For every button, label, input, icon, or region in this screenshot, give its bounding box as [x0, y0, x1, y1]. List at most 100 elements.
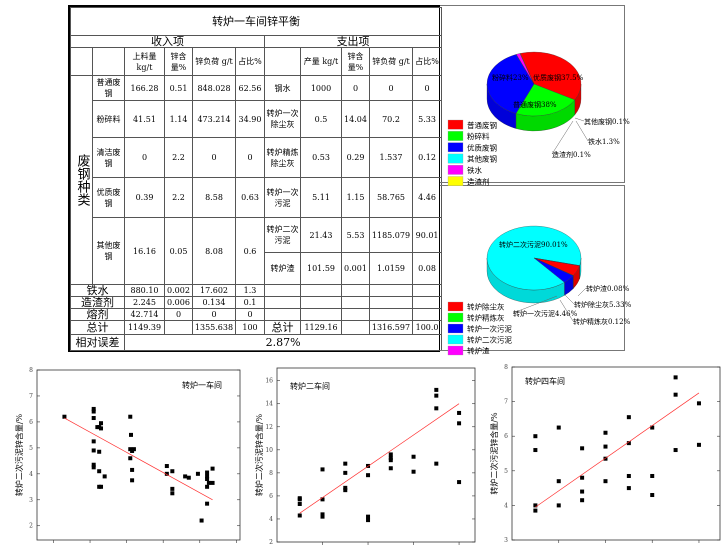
- y-tick-label: 12: [265, 424, 273, 431]
- table-row: 其他废钢 16.16 0.05 8.08 0.6 转炉二次污泥 21.43 5.53 1185.…: [71, 217, 443, 285]
- data-point: [206, 480, 211, 485]
- data-point: [366, 473, 371, 478]
- pie-slice-造渣剂: [519, 53, 535, 85]
- legend-swatch: [447, 131, 464, 141]
- slice-label: 粉碎料23%: [492, 73, 529, 82]
- income-value: 0: [124, 137, 165, 178]
- data-point: [99, 426, 104, 431]
- data-point: [603, 479, 608, 484]
- income-column-header: 锌含量%: [164, 47, 193, 76]
- data-point: [205, 484, 210, 489]
- income-value: 8.08: [192, 217, 236, 285]
- data-point: [343, 461, 348, 466]
- trend-line: [535, 392, 700, 508]
- data-point: [129, 432, 134, 437]
- expense-value: 1185.079: [369, 217, 413, 253]
- data-point: [320, 514, 325, 519]
- data-point: [434, 406, 439, 411]
- table-row: 上料量 kg/t 锌含量% 锌负荷 g/t 占比% 产量 kg/t 锌含量% 锌负荷 g/t…: [70, 47, 443, 76]
- legend-label: 铁水: [467, 165, 482, 175]
- data-point: [626, 473, 631, 478]
- data-point: [91, 465, 96, 470]
- data-point: [388, 455, 393, 460]
- data-point: [99, 484, 104, 489]
- data-point: [130, 467, 135, 472]
- data-point: [320, 497, 325, 502]
- data-point: [457, 410, 462, 415]
- y-tick-label: 2: [269, 539, 273, 546]
- pie-chart-1: 转炉二次污泥90.01% 转炉渣0.08% 转炉除尘灰5.33%转炉一次污泥4.46…: [447, 225, 632, 356]
- data-point: [128, 414, 133, 419]
- y-axis-label: 转炉二次污泥锌含量/%: [489, 412, 499, 495]
- legend-swatch: [447, 312, 464, 323]
- legend-swatch: [447, 142, 464, 153]
- data-point: [195, 471, 200, 476]
- data-point: [91, 416, 96, 421]
- data-point: [320, 512, 325, 517]
- income-value: 62.56: [235, 75, 265, 101]
- expense-value: 1.537: [369, 137, 413, 178]
- data-point: [603, 456, 608, 461]
- data-point: [62, 414, 67, 419]
- legend-label: 转炉二次污泥: [467, 335, 512, 345]
- leader-line: [577, 287, 587, 297]
- legend-swatch: [447, 345, 464, 356]
- data-point: [556, 425, 561, 430]
- relative-error-value: 2.87%: [123, 334, 443, 351]
- data-point: [164, 464, 169, 469]
- y-tick-label: 14: [265, 401, 273, 408]
- income-value: 848.028: [192, 75, 236, 101]
- data-point: [210, 480, 215, 485]
- y-tick-label: 6: [269, 493, 273, 500]
- zinc-balance-table: 转炉一车间锌平衡 收入项 支出项 上料量 kg/t 锌含量% 锌负荷 g/t 占比% 产量 k…: [69, 7, 443, 351]
- slice-label: 普通废钢38%: [513, 100, 557, 109]
- legend-label: 普通废钢: [467, 120, 497, 130]
- y-tick-label: 3: [29, 497, 33, 504]
- leader-line: [564, 294, 575, 305]
- slice-label: 其他废钢0.1%: [584, 117, 630, 126]
- y-tick-label: 6: [504, 433, 508, 440]
- data-point: [650, 425, 655, 430]
- data-point: [205, 474, 210, 479]
- y-tick-label: 2: [29, 523, 33, 530]
- y-tick-label: 8: [29, 367, 33, 374]
- data-point: [186, 475, 191, 480]
- data-point: [102, 474, 107, 479]
- y-tick-label: 8: [269, 470, 273, 477]
- table-row: 废钢种类 普通废钢 166.28 0.51 848.028 62.56 钢水 1000 0 0 0: [70, 75, 443, 285]
- data-point: [205, 477, 210, 482]
- leader-line: [574, 117, 585, 122]
- expense-value: 5.33: [411, 100, 443, 138]
- data-point: [343, 470, 348, 475]
- data-point: [673, 448, 678, 453]
- data-point: [388, 452, 393, 457]
- data-point: [97, 469, 102, 474]
- data-point: [626, 486, 631, 491]
- y-axis-label: 转炉二次污泥锌含量/%: [254, 413, 264, 496]
- data-point: [130, 478, 135, 483]
- slice-label: 转炉除尘灰5.33%: [574, 300, 632, 309]
- slice-label: 转炉渣0.08%: [586, 284, 630, 293]
- legend-label: 转炉精炼灰: [467, 313, 505, 323]
- data-point: [91, 448, 96, 453]
- data-point: [388, 466, 393, 471]
- data-point: [533, 503, 538, 508]
- y-tick-label: 4: [504, 502, 508, 509]
- pie-chart-0: 普通废钢38% 粉碎料23% 优质废钢37.5% 其他废钢0.1% 铁水1.3% 造渣剂0…: [447, 51, 630, 186]
- legend-swatch: [447, 334, 464, 345]
- legend-swatch: [447, 176, 464, 186]
- plot-title: 转炉四车间: [525, 376, 565, 386]
- legend-label: 转炉除尘灰: [467, 302, 505, 312]
- data-point: [297, 497, 302, 502]
- data-point: [434, 393, 439, 398]
- expense-value: 5.11: [300, 177, 342, 218]
- data-point: [533, 508, 538, 513]
- y-tick-label: 7: [29, 393, 33, 400]
- expense-value: 0: [411, 75, 443, 101]
- table-row: 清洁废钢 0 2.2 0 0 转炉精炼除尘灰 0.53 0.29 1.537 0.12: [71, 137, 443, 178]
- leader-line: [559, 299, 574, 322]
- data-point: [580, 475, 585, 480]
- legend-label: 造渣剂: [467, 176, 490, 186]
- expense-value: 101.59: [300, 252, 342, 285]
- data-point: [533, 448, 538, 453]
